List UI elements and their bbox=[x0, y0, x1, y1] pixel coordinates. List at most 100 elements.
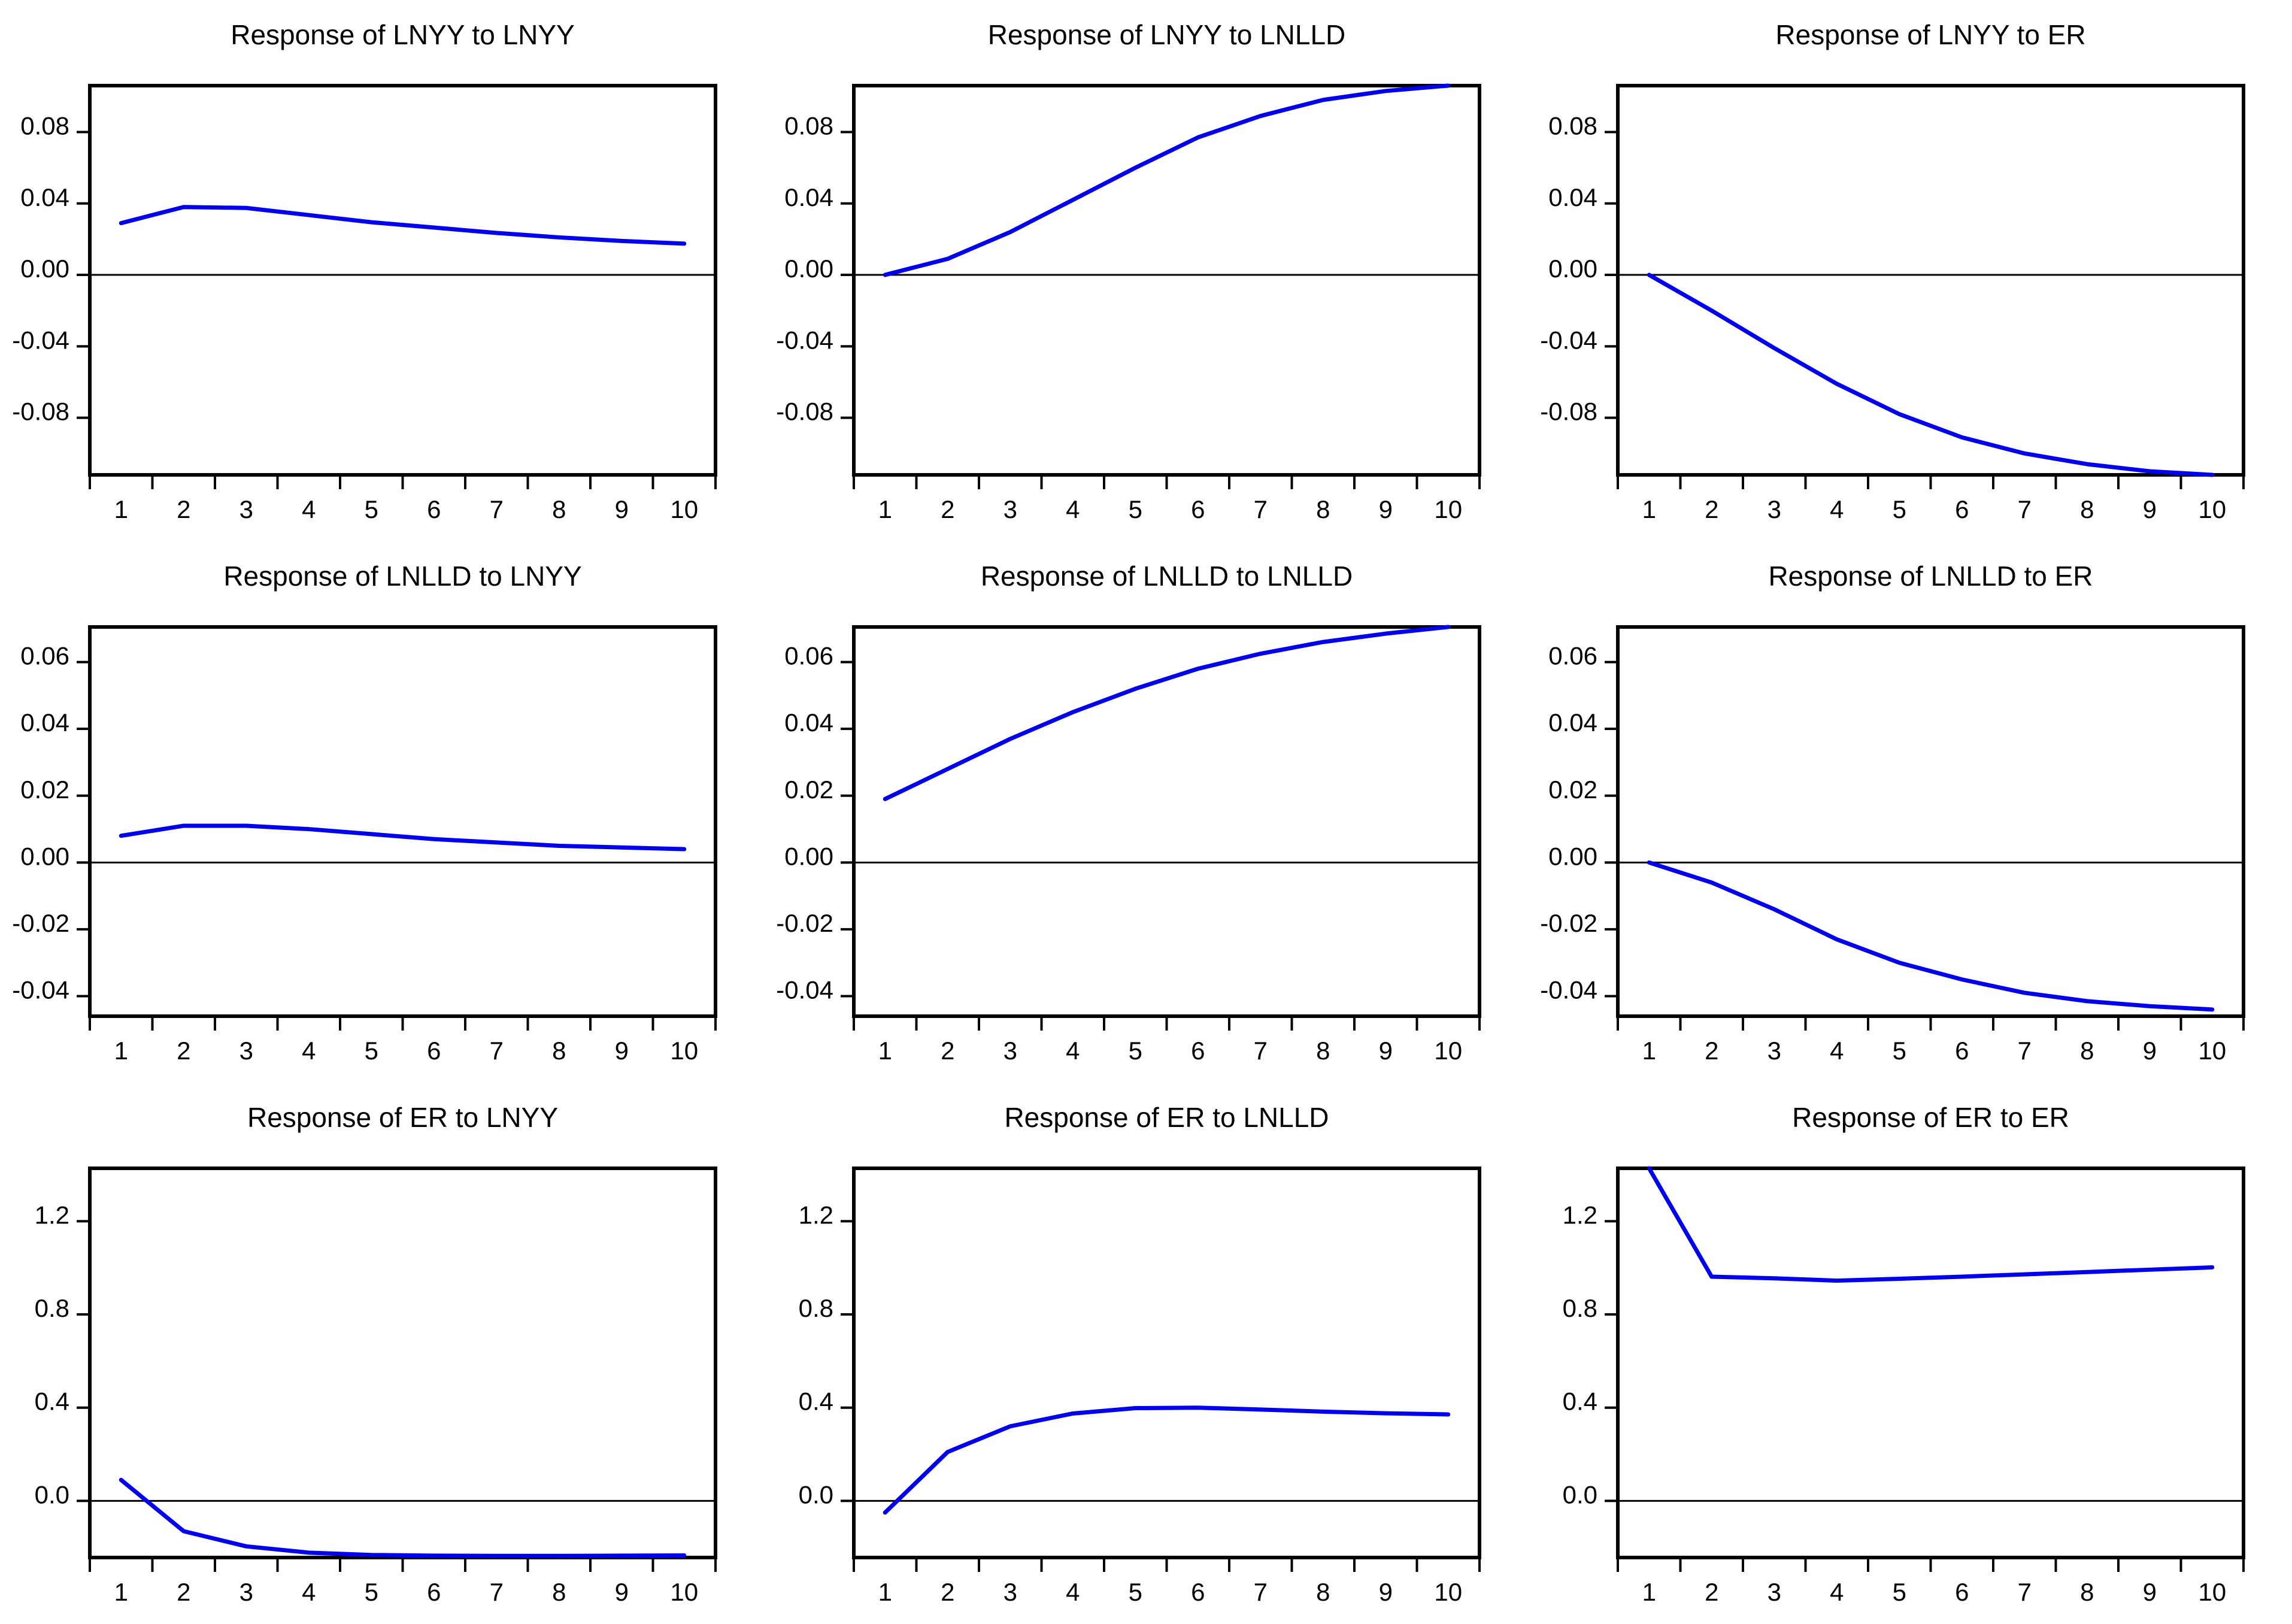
svg-text:0.02: 0.02 bbox=[20, 775, 69, 804]
svg-text:10: 10 bbox=[670, 1578, 698, 1606]
svg-text:6: 6 bbox=[1191, 1578, 1205, 1606]
svg-text:1.2: 1.2 bbox=[799, 1201, 833, 1229]
svg-text:2: 2 bbox=[1705, 1578, 1718, 1606]
svg-text:3: 3 bbox=[1767, 1037, 1781, 1065]
svg-text:4: 4 bbox=[1066, 1037, 1080, 1065]
chart-title: Response of ER to LNYY bbox=[247, 1102, 559, 1133]
chart-plot: 0.06 0.04 0.02 0.00 -0.02 -0.04 1 2 3 4 5 6 7 8 9 10 bbox=[12, 625, 717, 1065]
chart-response-of-lnyy-to-er: Response of LNYY to ER 0.08 0.04 0.00 -0.04… bbox=[1528, 0, 2292, 541]
svg-text:0.4: 0.4 bbox=[1563, 1387, 1597, 1416]
svg-text:-0.04: -0.04 bbox=[12, 976, 69, 1004]
svg-text:3: 3 bbox=[1003, 1037, 1017, 1065]
svg-text:1: 1 bbox=[878, 495, 892, 523]
svg-text:0.00: 0.00 bbox=[20, 254, 69, 283]
svg-text:8: 8 bbox=[552, 1578, 566, 1606]
svg-text:-0.04: -0.04 bbox=[776, 976, 833, 1004]
svg-text:9: 9 bbox=[1379, 1037, 1393, 1065]
svg-text:-0.04: -0.04 bbox=[12, 326, 69, 354]
svg-text:1.2: 1.2 bbox=[1563, 1201, 1597, 1229]
svg-text:7: 7 bbox=[2018, 1037, 2032, 1065]
svg-text:4: 4 bbox=[302, 495, 316, 523]
svg-text:8: 8 bbox=[2080, 1578, 2094, 1606]
chart-plot: 0.06 0.04 0.02 0.00 -0.02 -0.04 1 2 3 4 5 6 7 8 9 10 bbox=[776, 625, 1481, 1065]
svg-text:6: 6 bbox=[1955, 1037, 1969, 1065]
svg-text:0.02: 0.02 bbox=[784, 775, 833, 804]
svg-text:3: 3 bbox=[1003, 1578, 1017, 1606]
svg-text:0.06: 0.06 bbox=[1548, 642, 1597, 670]
svg-text:-0.04: -0.04 bbox=[776, 326, 833, 354]
svg-text:0.00: 0.00 bbox=[784, 254, 833, 283]
svg-text:-0.02: -0.02 bbox=[1540, 909, 1597, 937]
svg-text:-0.02: -0.02 bbox=[12, 909, 69, 937]
svg-text:7: 7 bbox=[2018, 495, 2032, 523]
svg-text:6: 6 bbox=[1191, 1037, 1205, 1065]
svg-text:6: 6 bbox=[1955, 1578, 1969, 1606]
svg-text:-0.04: -0.04 bbox=[1540, 976, 1597, 1004]
svg-text:3: 3 bbox=[1767, 495, 1781, 523]
chart-response-of-lnyy-to-lnyy: Response of LNYY to LNYY 0.08 0.04 0.00 -0.… bbox=[0, 0, 764, 541]
svg-text:0.00: 0.00 bbox=[1548, 842, 1597, 870]
svg-text:1: 1 bbox=[114, 1037, 128, 1065]
chart-response-of-lnlld-to-lnyy: Response of LNLLD to LNYY 0.06 0.04 0.02 0.… bbox=[0, 541, 764, 1083]
svg-text:3: 3 bbox=[1767, 1578, 1781, 1606]
svg-text:0.04: 0.04 bbox=[20, 183, 69, 211]
svg-text:1: 1 bbox=[1642, 1037, 1656, 1065]
svg-text:5: 5 bbox=[1129, 1037, 1142, 1065]
svg-text:5: 5 bbox=[1893, 1578, 1906, 1606]
svg-text:2: 2 bbox=[1705, 495, 1718, 523]
chart-plot: 0.08 0.04 0.00 -0.04 -0.08 1 2 3 4 5 6 7 8 9 10 bbox=[776, 83, 1481, 523]
svg-text:2: 2 bbox=[177, 1578, 190, 1606]
svg-text:0.8: 0.8 bbox=[35, 1294, 69, 1322]
chart-response-of-lnyy-to-lnlld: Response of LNYY to LNLLD 0.08 0.04 0.00 -0… bbox=[764, 0, 1528, 541]
svg-text:0.02: 0.02 bbox=[1548, 775, 1597, 804]
svg-text:8: 8 bbox=[1316, 1578, 1330, 1606]
svg-text:0.04: 0.04 bbox=[20, 708, 69, 737]
svg-text:2: 2 bbox=[941, 1037, 954, 1065]
svg-text:0.0: 0.0 bbox=[799, 1480, 833, 1508]
svg-text:7: 7 bbox=[1254, 495, 1268, 523]
svg-text:1: 1 bbox=[878, 1037, 892, 1065]
svg-text:4: 4 bbox=[1830, 495, 1844, 523]
svg-text:4: 4 bbox=[1830, 1578, 1844, 1606]
svg-text:7: 7 bbox=[1254, 1037, 1268, 1065]
svg-text:0.04: 0.04 bbox=[1548, 708, 1597, 737]
chart-title: Response of LNYY to LNLLD bbox=[987, 19, 1346, 50]
svg-text:1: 1 bbox=[1642, 495, 1656, 523]
svg-text:4: 4 bbox=[1066, 1578, 1080, 1606]
svg-text:10: 10 bbox=[1434, 495, 1462, 523]
svg-text:0.8: 0.8 bbox=[799, 1294, 833, 1322]
svg-text:0.06: 0.06 bbox=[784, 642, 833, 670]
svg-text:4: 4 bbox=[1830, 1037, 1844, 1065]
svg-text:0.08: 0.08 bbox=[20, 112, 69, 140]
svg-text:3: 3 bbox=[1003, 495, 1017, 523]
svg-text:4: 4 bbox=[1066, 495, 1080, 523]
svg-text:10: 10 bbox=[2198, 495, 2226, 523]
chart-response-of-er-to-lnyy: Response of ER to LNYY 1.2 0.8 0.4 0.0 1 2 3 4 5… bbox=[0, 1083, 764, 1624]
chart-plot: 0.08 0.04 0.00 -0.04 -0.08 1 2 3 4 5 6 7 8 9 10 bbox=[1540, 84, 2245, 523]
svg-text:-0.08: -0.08 bbox=[1540, 398, 1597, 426]
svg-text:10: 10 bbox=[2198, 1037, 2226, 1065]
svg-text:1: 1 bbox=[1642, 1578, 1656, 1606]
svg-text:5: 5 bbox=[1893, 495, 1906, 523]
svg-text:10: 10 bbox=[670, 1037, 698, 1065]
svg-text:0.00: 0.00 bbox=[784, 842, 833, 870]
svg-text:3: 3 bbox=[239, 1037, 253, 1065]
svg-text:1.2: 1.2 bbox=[35, 1201, 69, 1229]
chart-title: Response of LNLLD to LNYY bbox=[223, 560, 582, 592]
svg-text:5: 5 bbox=[1129, 1578, 1142, 1606]
chart-plot: 1.2 0.8 0.4 0.0 1 2 3 4 5 6 7 8 9 10 bbox=[799, 1167, 1481, 1606]
svg-text:6: 6 bbox=[427, 495, 441, 523]
svg-text:9: 9 bbox=[615, 495, 629, 523]
chart-plot: 0.08 0.04 0.00 -0.04 -0.08 1 2 3 4 5 6 7 8 9 10 bbox=[12, 84, 717, 523]
svg-text:10: 10 bbox=[2198, 1578, 2226, 1606]
svg-text:1: 1 bbox=[114, 1578, 128, 1606]
chart-title: Response of LNYY to LNYY bbox=[231, 19, 575, 50]
chart-response-of-lnlld-to-er: Response of LNLLD to ER 0.06 0.04 0.02 0.00… bbox=[1528, 541, 2292, 1083]
svg-text:9: 9 bbox=[2143, 1578, 2157, 1606]
svg-text:0.04: 0.04 bbox=[784, 708, 833, 737]
svg-text:5: 5 bbox=[1129, 495, 1142, 523]
svg-text:0.8: 0.8 bbox=[1563, 1294, 1597, 1322]
chart-plot: 1.2 0.8 0.4 0.0 1 2 3 4 5 6 7 8 9 10 bbox=[1563, 1166, 2245, 1606]
svg-text:8: 8 bbox=[2080, 1037, 2094, 1065]
